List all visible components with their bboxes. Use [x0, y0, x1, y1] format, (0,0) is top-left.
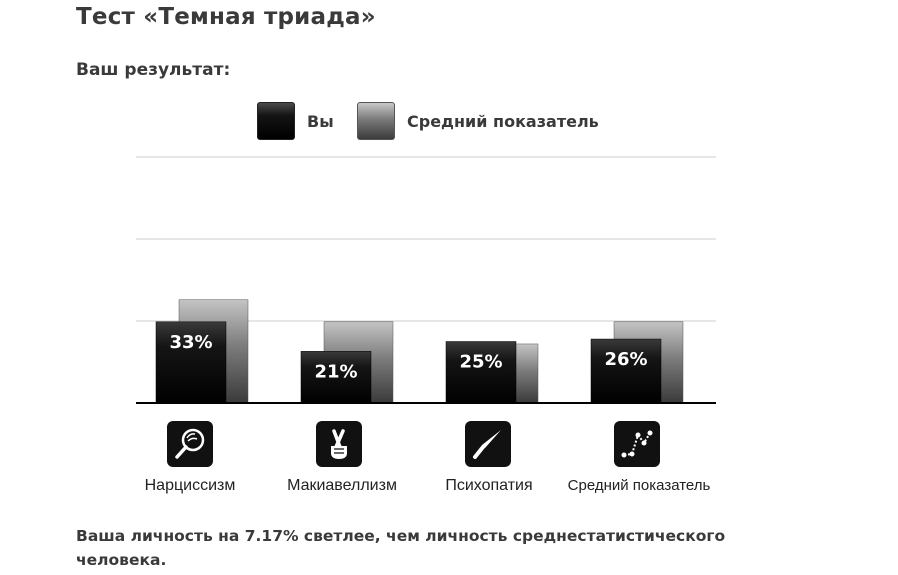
bar-you	[300, 351, 372, 404]
knife-icon	[465, 421, 511, 467]
legend-label-average: Средний показатель	[407, 111, 599, 131]
bar-value-label: 21%	[314, 361, 357, 382]
bar-you	[590, 338, 662, 404]
bar-value-label: 25%	[459, 352, 502, 373]
category-label: Нарциссизм	[144, 477, 236, 494]
grid-lines	[136, 156, 716, 322]
legend-item-you: Вы	[257, 102, 334, 140]
legend-item-average: Средний показатель	[357, 102, 599, 140]
category-label: Макиавеллизм	[287, 477, 397, 494]
crossed-fingers-icon	[316, 421, 362, 467]
page-title: Тест «Темная триада»	[76, 4, 376, 30]
result-summary: Ваша личность на 7.17% светлее, чем личн…	[76, 527, 726, 569]
category-label: Средний показатель	[567, 477, 711, 494]
legend-label-you: Вы	[307, 111, 334, 131]
bar-chart: 33% 21% 25% 26%	[136, 156, 716, 404]
legend-swatch-average	[357, 102, 395, 140]
category-label: Психопатия	[445, 477, 533, 494]
bar-you	[445, 341, 517, 404]
line-chart-icon	[614, 421, 660, 467]
bar-value-label: 33%	[169, 332, 212, 353]
bar-you	[155, 321, 227, 404]
bar-value-label: 26%	[604, 349, 647, 370]
magnifier-icon	[167, 421, 213, 467]
result-heading: Ваш результат:	[76, 60, 231, 80]
legend-swatch-you	[257, 102, 295, 140]
bars: 33% 21% 25% 26%	[155, 299, 684, 404]
